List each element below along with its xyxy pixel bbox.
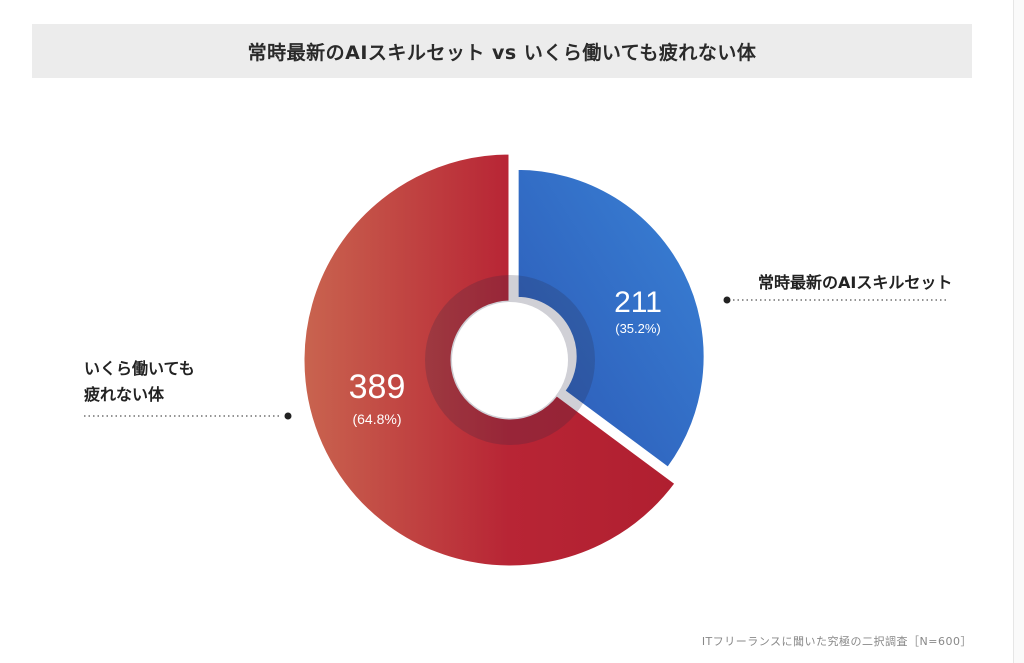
slice-value-ai: 211	[614, 286, 662, 319]
chart-title-bar: 常時最新のAIスキルセット vs いくら働いても疲れない体	[32, 24, 972, 78]
slice-percent-ai: (35.2%)	[615, 321, 661, 336]
callout-leader-left	[84, 412, 292, 420]
slice-ai-skillset	[515, 166, 707, 471]
slice-percent-body: (64.8%)	[352, 411, 401, 427]
chart-title: 常時最新のAIスキルセット vs いくら働いても疲れない体	[247, 41, 757, 64]
callout-leader-right	[723, 296, 948, 304]
source-note: ITフリーランスに聞いた究極の二択調査［N=600］	[701, 635, 972, 648]
callout-label-body: いくら働いても 疲れない体	[84, 359, 195, 404]
slice-value-body: 389	[349, 368, 406, 406]
window-edge	[1013, 0, 1024, 663]
callout-label-ai: 常時最新のAIスキルセット	[758, 273, 953, 292]
donut-hole	[452, 302, 568, 418]
